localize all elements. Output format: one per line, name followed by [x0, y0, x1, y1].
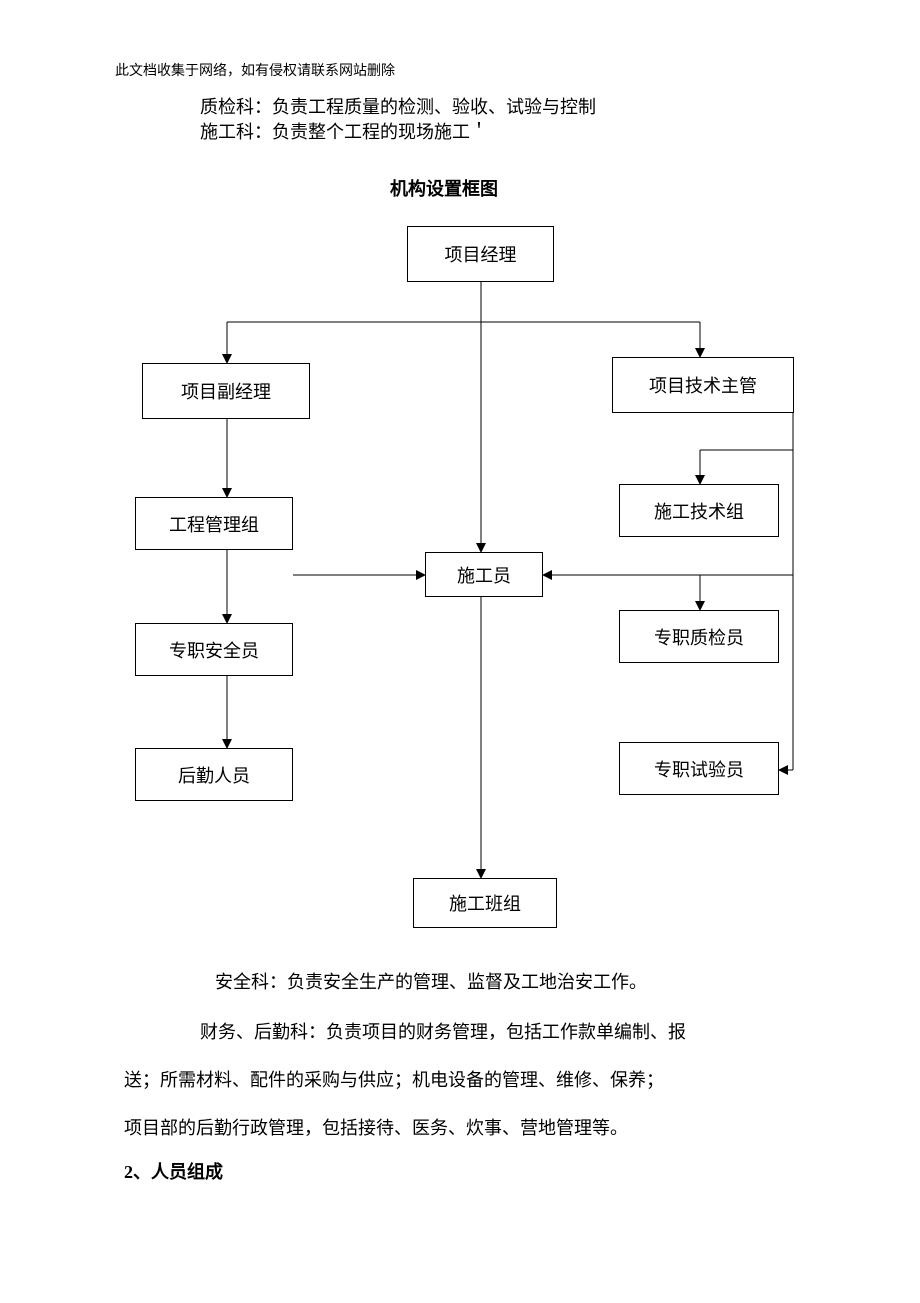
- node-label: 专职安全员: [169, 637, 259, 663]
- section-header: 2、人员组成: [124, 1158, 223, 1184]
- node-label: 施工班组: [449, 890, 521, 916]
- flowchart-title: 机构设置框图: [390, 175, 498, 201]
- intro-line-2: 施工科：负责整个工程的现场施工＇: [200, 118, 488, 144]
- node-label: 施工员: [457, 562, 511, 588]
- disclaimer-text: 此文档收集于网络，如有侵权请联系网站删除: [115, 60, 395, 80]
- node-label: 专职试验员: [654, 756, 744, 782]
- node-construction-worker: 施工员: [425, 552, 543, 597]
- body-para-3: 送；所需材料、配件的采购与供应；机电设备的管理、维修、保养；: [124, 1061, 664, 1101]
- body-para-4: 项目部的后勤行政管理，包括接待、医务、炊事、营地管理等。: [124, 1109, 628, 1149]
- node-label: 后勤人员: [178, 762, 250, 788]
- node-label: 工程管理组: [169, 511, 259, 537]
- node-qc-officer: 专职质检员: [619, 610, 779, 663]
- node-construction-team: 施工班组: [413, 878, 557, 928]
- node-safety-officer: 专职安全员: [135, 623, 293, 676]
- node-deputy-manager: 项目副经理: [142, 363, 310, 419]
- node-tech-supervisor: 项目技术主管: [612, 357, 794, 413]
- intro-line-1: 质检科：负责工程质量的检测、验收、试验与控制: [200, 93, 596, 119]
- node-mgmt-group: 工程管理组: [135, 497, 293, 550]
- body-para-1: 安全科：负责安全生产的管理、监督及工地治安工作。: [215, 963, 647, 1003]
- node-label: 项目经理: [445, 241, 517, 267]
- node-label: 项目技术主管: [649, 372, 757, 398]
- body-para-2: 财务、后勤科：负责项目的财务管理，包括工作款单编制、报: [200, 1013, 686, 1053]
- node-tech-group: 施工技术组: [619, 484, 779, 537]
- node-label: 专职质检员: [654, 624, 744, 650]
- node-test-officer: 专职试验员: [619, 742, 779, 795]
- node-label: 项目副经理: [181, 378, 271, 404]
- node-project-manager: 项目经理: [407, 226, 554, 282]
- node-logistics: 后勤人员: [135, 748, 293, 801]
- node-label: 施工技术组: [654, 498, 744, 524]
